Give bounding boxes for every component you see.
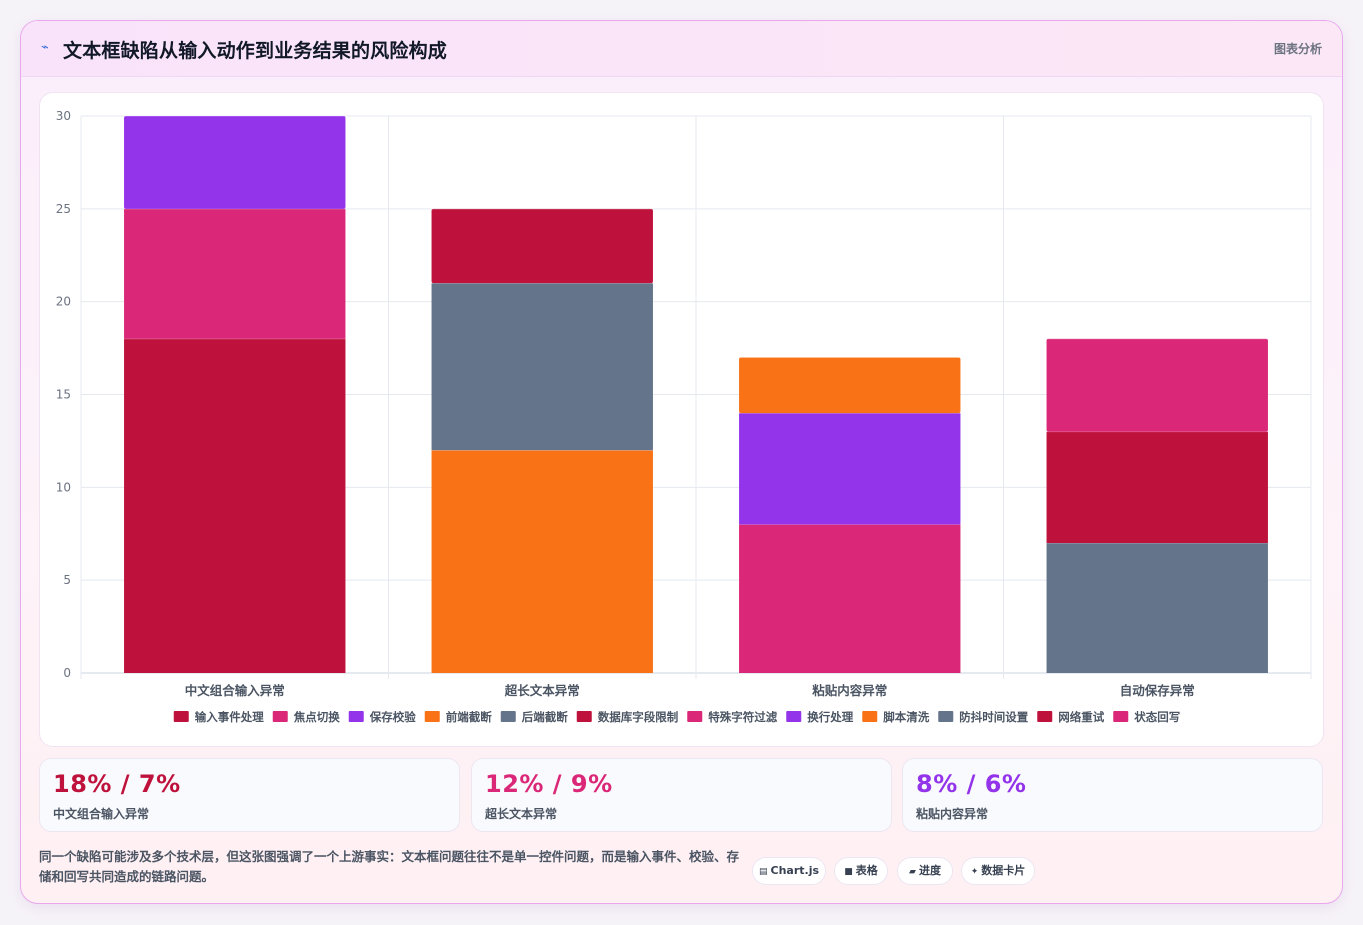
- chip-table[interactable]: ■ 表格: [834, 857, 888, 885]
- chart-icon: ▤: [758, 867, 768, 877]
- chip-label: Chart.js: [770, 864, 820, 877]
- progress-icon: ▰: [909, 867, 916, 877]
- bar-segment: [739, 413, 961, 525]
- y-tick-label: 30: [56, 109, 71, 123]
- stat-label: 超长文本异常: [485, 807, 558, 821]
- y-tick-label: 0: [63, 666, 71, 680]
- bar-segment: [124, 116, 346, 209]
- legend-label: 保存校验: [369, 710, 416, 724]
- legend-swatch: [272, 711, 288, 722]
- y-tick-label: 5: [63, 573, 71, 587]
- legend-swatch: [348, 711, 364, 722]
- chart-panel: 0 5 10 15 20 25 30 中文组合输入异常 超长文本异常 粘贴内容异常 自动保存异常输入…: [39, 92, 1324, 747]
- stat-label: 粘贴内容异常: [916, 807, 989, 821]
- legend-label: 网络重试: [1058, 710, 1104, 724]
- legend-label: 焦点切换: [293, 710, 340, 724]
- chart-note: 同一个缺陷可能涉及多个技术层，但这张图强调了一个上游事实：文本框问题往往不是单一…: [39, 849, 740, 884]
- stat-label: 中文组合输入异常: [53, 807, 150, 821]
- bar-segment: [1046, 338, 1268, 432]
- bar-segment: [431, 208, 653, 284]
- legend-swatch: [786, 711, 802, 722]
- legend-swatch: [687, 711, 703, 722]
- card-title: 文本框缺陷从输入动作到业务结果的风险构成: [63, 40, 448, 62]
- y-tick-label: 15: [56, 388, 71, 402]
- legend-label: 特殊字符过滤: [708, 710, 777, 724]
- x-tick-label: 粘贴内容异常: [812, 683, 887, 698]
- stat-card: 12% / 9% 超长文本异常: [471, 758, 892, 832]
- table-icon: ■: [844, 867, 853, 877]
- legend-swatch: [862, 711, 878, 722]
- bar-segment: [739, 357, 961, 414]
- y-tick-label: 25: [56, 202, 71, 216]
- chip-label: 表格: [855, 864, 878, 877]
- y-tick-label: 20: [56, 295, 71, 309]
- card-header: ⌁ 文本框缺陷从输入动作到业务结果的风险构成 图表分析: [21, 21, 1342, 77]
- legend-label: 数据库字段限制: [598, 710, 679, 724]
- legend-label: 脚本清洗: [883, 710, 929, 724]
- y-tick-label: 10: [56, 480, 71, 494]
- stacked-bar-chart: 0 5 10 15 20 25 30 中文组合输入异常 超长文本异常 粘贴内容异常 自动保存异常输入…: [56, 109, 1312, 724]
- legend-label: 后端截断: [522, 710, 568, 724]
- chip-label: 数据卡片: [981, 864, 1026, 877]
- card-icon: ✦: [970, 867, 979, 877]
- trend-icon: ⌁: [41, 40, 49, 55]
- bar-segment: [431, 283, 653, 451]
- stat-value: 12% / 9%: [485, 770, 613, 798]
- bar-segment: [431, 450, 653, 673]
- legend-label: 输入事件处理: [195, 710, 264, 724]
- x-tick-label: 超长文本异常: [504, 683, 580, 698]
- x-tick-label: 中文组合输入异常: [185, 683, 285, 698]
- chip-chartjs[interactable]: ▤ Chart.js: [752, 857, 826, 885]
- chip-label: 进度: [918, 864, 941, 877]
- bar-segment: [1046, 543, 1268, 673]
- legend-swatch: [576, 711, 592, 722]
- chip-progress[interactable]: ▰ 进度: [897, 857, 953, 885]
- chart-card: ⌁ 文本框缺陷从输入动作到业务结果的风险构成 图表分析 0 5 10 15 20 25 30…: [20, 20, 1343, 904]
- legend-label: 换行处理: [807, 710, 853, 724]
- stat-card: 8% / 6% 粘贴内容异常: [902, 758, 1323, 832]
- legend-swatch: [1113, 711, 1129, 722]
- legend-swatch: [173, 711, 189, 722]
- x-tick-label: 自动保存异常: [1120, 683, 1195, 698]
- bar-segment: [739, 524, 961, 673]
- stat-cards: 18% / 7% 中文组合输入异常 12% / 9% 超长文本异常 8% / 6…: [39, 758, 1324, 832]
- stat-card: 18% / 7% 中文组合输入异常: [39, 758, 460, 832]
- bar-segment: [1046, 431, 1268, 544]
- card-tag: 图表分析: [1273, 42, 1322, 56]
- stat-value: 18% / 7%: [53, 770, 181, 798]
- legend-swatch: [938, 711, 954, 722]
- legend-label: 防抖时间设置: [959, 710, 1028, 724]
- legend-label: 前端截断: [446, 710, 492, 724]
- stat-value: 8% / 6%: [916, 770, 1027, 798]
- bar-segment: [124, 338, 346, 673]
- chip-data-card[interactable]: ✦ 数据卡片: [961, 857, 1035, 885]
- legend-label: 状态回写: [1134, 710, 1180, 724]
- legend-swatch: [424, 711, 440, 722]
- bar-segment: [124, 208, 346, 339]
- legend-swatch: [1037, 711, 1053, 722]
- legend-swatch: [500, 711, 516, 722]
